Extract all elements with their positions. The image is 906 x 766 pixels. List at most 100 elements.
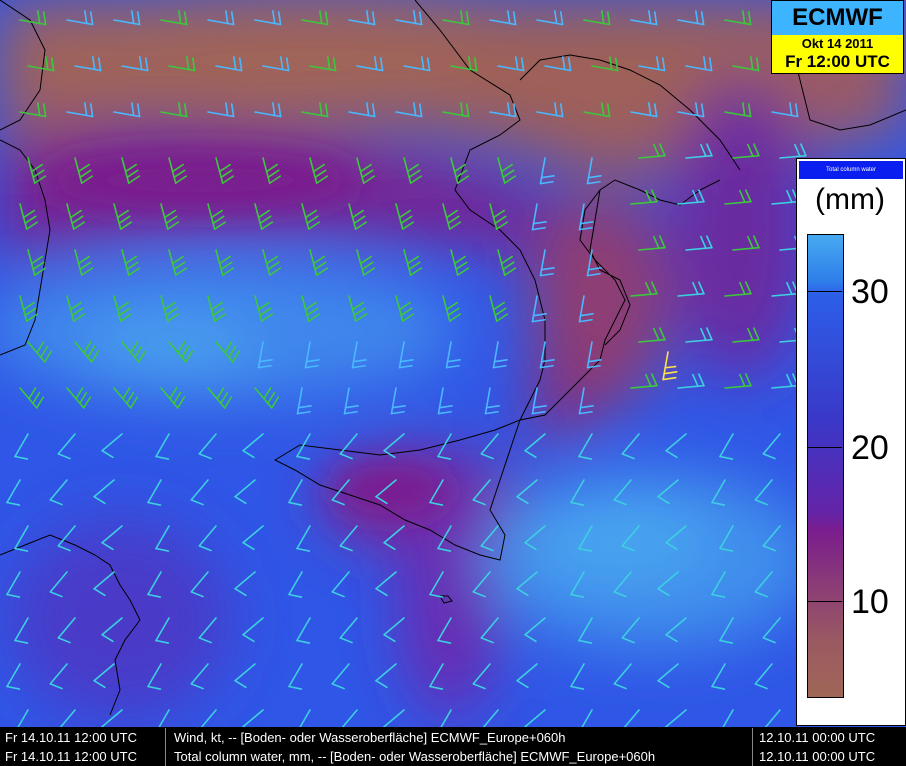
forecast-date: Okt 14 2011 <box>801 36 874 51</box>
wind-barb <box>207 102 235 118</box>
wind-barb <box>480 525 499 552</box>
wind-barb <box>524 709 546 727</box>
wind-barb <box>403 157 423 184</box>
wind-barb <box>531 203 547 231</box>
wind-barb <box>356 249 376 276</box>
wind-barb <box>66 387 92 409</box>
wind-barb <box>524 433 546 459</box>
wind-barb <box>657 479 679 505</box>
wind-barb <box>49 571 68 598</box>
legend-label-20: 20 <box>851 429 889 467</box>
weather-map <box>0 0 906 727</box>
wind-barb <box>309 157 329 184</box>
wind-barb <box>155 433 170 460</box>
wind-barb <box>724 281 752 297</box>
coastlines <box>0 0 906 716</box>
wind-barb <box>121 249 141 276</box>
wind-barb <box>93 479 115 505</box>
wind-barb <box>155 709 170 727</box>
wind-barb <box>719 617 734 644</box>
wind-barb <box>147 479 162 506</box>
wind-barb <box>121 341 147 363</box>
wind-barb <box>27 249 47 276</box>
info-line-water: Fr 14.10.11 12:00 UTC Total column water… <box>0 747 906 766</box>
wind-barb <box>101 709 123 727</box>
wind-barb <box>254 102 282 118</box>
wind-barb <box>536 10 564 26</box>
wind-barb <box>168 341 194 363</box>
wind-barb <box>66 203 86 230</box>
wind-barb <box>398 341 414 369</box>
legend-colorbar <box>807 234 844 698</box>
wind-barb <box>198 709 217 727</box>
wind-barb <box>168 157 188 184</box>
wind-barb <box>93 663 115 689</box>
wind-barb <box>762 525 781 552</box>
wind-barb <box>375 479 397 505</box>
wind-barb <box>155 525 170 552</box>
wind-barb <box>198 433 217 460</box>
wind-barb <box>450 157 470 184</box>
wind-barb <box>437 387 453 415</box>
wind-barb <box>586 249 602 277</box>
wind-barb <box>331 571 350 598</box>
wind-barb <box>254 10 282 26</box>
info-valid-time: Fr 14.10.11 12:00 UTC <box>5 749 137 764</box>
wind-barb <box>27 56 55 72</box>
wind-barb <box>732 143 760 159</box>
wind-barb <box>711 663 726 690</box>
title-box: ECMWF Okt 14 2011 Fr 12:00 UTC <box>771 0 904 74</box>
wind-barb <box>754 663 773 690</box>
wind-barb <box>442 102 470 118</box>
wind-barb <box>242 709 264 727</box>
info-description: Total column water, mm, -- [Boden- oder … <box>174 749 656 764</box>
info-run-time: 12.10.11 00:00 UTC <box>759 749 876 764</box>
wind-barb <box>331 663 350 690</box>
wind-barb <box>665 617 687 643</box>
wind-barb <box>301 295 321 322</box>
wind-barb <box>578 203 594 231</box>
wind-barb <box>14 433 29 460</box>
wind-barb <box>304 341 320 369</box>
forecast-time: Fr 12:00 UTC <box>785 52 890 71</box>
wind-barb <box>719 709 734 727</box>
wind-barb <box>190 663 209 690</box>
wind-barb <box>583 10 611 26</box>
wind-barb <box>121 56 149 72</box>
precipitable-water-field <box>0 0 906 720</box>
wind-barb <box>630 281 658 297</box>
wind-barb <box>732 56 760 72</box>
wind-barb <box>536 102 564 118</box>
info-valid-time: Fr 14.10.11 12:00 UTC <box>5 730 137 745</box>
wind-barb <box>49 663 68 690</box>
wind-barb <box>242 525 264 551</box>
wind-barb <box>578 617 593 644</box>
wind-barb <box>395 10 423 26</box>
wind-barb <box>570 571 585 598</box>
wind-barb <box>242 617 264 643</box>
wind-barb <box>437 617 452 644</box>
wind-barb <box>711 479 726 506</box>
wind-barb <box>677 189 705 205</box>
wind-barb <box>665 709 687 727</box>
wind-barb <box>472 663 491 690</box>
wind-barb <box>480 709 499 727</box>
wind-barb <box>497 157 517 184</box>
wind-barb <box>339 525 358 552</box>
wind-barb <box>296 617 311 644</box>
wind-barb <box>215 56 243 72</box>
wind-barb <box>113 102 141 118</box>
wind-barb <box>516 663 538 689</box>
wind-barb <box>6 571 21 598</box>
wind-barb <box>754 479 773 506</box>
wind-barb <box>348 203 368 230</box>
wind-barb <box>516 571 538 597</box>
wind-barb <box>242 433 264 459</box>
wind-barb <box>472 479 491 506</box>
wind-barb <box>14 525 29 552</box>
wind-barb <box>66 295 86 322</box>
wind-barb <box>6 663 21 690</box>
wind-barb <box>301 102 329 118</box>
wind-barb <box>121 157 141 184</box>
wind-barb <box>665 525 687 551</box>
